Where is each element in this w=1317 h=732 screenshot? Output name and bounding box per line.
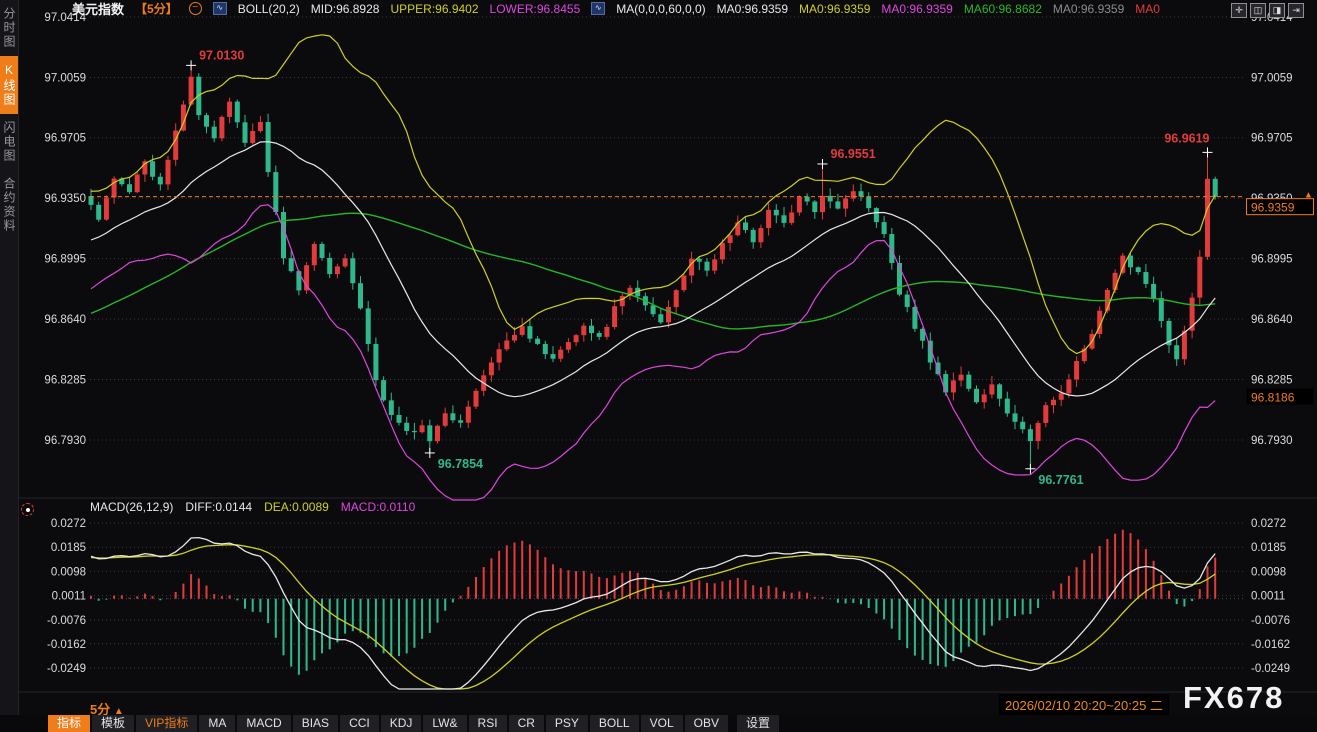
current-price-label: 96.9359 bbox=[1251, 201, 1295, 215]
price-annotation: 96.9551 bbox=[831, 147, 876, 161]
macd-legend-item: MACD(26,12,9) bbox=[90, 500, 174, 514]
price-tick-right: 97.0059 bbox=[1251, 72, 1293, 84]
exit-window-icon[interactable]: ⇥ bbox=[1288, 3, 1304, 18]
price-tick-left: 96.8995 bbox=[44, 254, 86, 266]
tab-KDJ[interactable]: KDJ bbox=[380, 715, 422, 732]
tab-CCI[interactable]: CCI bbox=[340, 715, 379, 732]
price-annotation: 96.7854 bbox=[438, 457, 483, 471]
macd-tick-left: 0.0185 bbox=[51, 542, 86, 554]
pan-icon[interactable]: ✛ bbox=[1231, 3, 1247, 18]
macd-tick-left: -0.0249 bbox=[47, 663, 86, 675]
macd-legend-item: DIFF:0.0144 bbox=[185, 500, 253, 514]
interval-indicator[interactable]: 5分 ▲ bbox=[90, 699, 124, 718]
datetime-label: 2026/02/10 20:20~20:25 二 bbox=[999, 694, 1169, 715]
legend-item: MA0:96.9359 bbox=[716, 1, 789, 16]
window-controls: ✛ ◫ ◨ ⇥ bbox=[1231, 3, 1304, 18]
sidebar: 分时图 K线图闪电图合约资料 bbox=[0, 0, 19, 732]
price-tick-right: 96.8640 bbox=[1251, 314, 1293, 326]
price-annotation: 97.0130 bbox=[199, 48, 244, 62]
sidebar-item-4[interactable]: 合约资料 bbox=[2, 177, 16, 233]
interval-arrow-icon: ▲ bbox=[113, 706, 124, 717]
price-annotation: 96.9619 bbox=[1164, 131, 1209, 145]
legend-item: MA(0,0,0,60,0,0) bbox=[616, 1, 706, 16]
price-tick-right: 96.8995 bbox=[1251, 254, 1293, 266]
price-tick-left: 96.8285 bbox=[44, 375, 86, 387]
tab-设置[interactable]: 设置 bbox=[736, 715, 779, 732]
popout-window-icon[interactable]: ◨ bbox=[1269, 3, 1285, 18]
legend-item: LOWER:96.8455 bbox=[489, 1, 581, 16]
symbol-title: 美元指数 bbox=[72, 2, 125, 17]
price-tick-left: 96.8640 bbox=[44, 314, 86, 326]
tab-MACD[interactable]: MACD bbox=[237, 715, 291, 732]
ma-chart-icon: ∿ bbox=[591, 2, 606, 15]
macd-tick-left: -0.0076 bbox=[47, 615, 86, 627]
tab-PSY[interactable]: PSY bbox=[545, 715, 588, 732]
price-tick-right: 96.7930 bbox=[1251, 435, 1293, 447]
tab-VOL[interactable]: VOL bbox=[640, 715, 683, 732]
price-tick-left: 96.9705 bbox=[44, 133, 86, 145]
sidebar-item-1[interactable]: 分时图 bbox=[2, 7, 16, 49]
macd-tick-right: 0.0011 bbox=[1251, 591, 1285, 603]
macd-tick-right: 0.0098 bbox=[1251, 566, 1286, 578]
sidebar-item-3[interactable]: 闪电图 bbox=[2, 121, 16, 163]
macd-tick-left: 0.0098 bbox=[51, 566, 86, 578]
split-window-icon[interactable]: ◫ bbox=[1250, 3, 1266, 18]
interval-tag: 【5分】 bbox=[135, 2, 178, 16]
macd-legend-item: DEA:0.0089 bbox=[264, 500, 329, 514]
indicator-target-icon[interactable] bbox=[21, 503, 34, 516]
tab-MA[interactable]: MA bbox=[199, 715, 236, 732]
tab-VIP指标[interactable]: VIP指标 bbox=[136, 715, 198, 732]
tab-CR[interactable]: CR bbox=[508, 715, 544, 732]
boll-chart-icon: ∿ bbox=[212, 2, 227, 15]
legend-item: MA0:96.9359 bbox=[799, 1, 871, 16]
tab-模板[interactable]: 模板 bbox=[92, 715, 135, 732]
tab-OBV[interactable]: OBV bbox=[684, 715, 728, 732]
price-tick-left: 96.9350 bbox=[44, 193, 86, 205]
macd-tick-right: -0.0076 bbox=[1251, 615, 1290, 627]
tab-指标[interactable]: 指标 bbox=[48, 715, 91, 732]
legend-item: MA0:96.9359 bbox=[1052, 1, 1125, 16]
chart-header: 美元指数 【5分】 − ∿ BOLL(20,2) MID:96.8928 UPPER:… bbox=[72, 1, 1160, 18]
legend-item: MID:96.8928 bbox=[310, 1, 380, 16]
tab-RSI[interactable]: RSI bbox=[468, 715, 507, 732]
macd-tick-left: 0.0272 bbox=[51, 518, 86, 530]
legend-item: UPPER:96.9402 bbox=[390, 1, 479, 16]
legend-item: MA0:96.9359 bbox=[881, 1, 953, 16]
collapse-icon[interactable]: − bbox=[188, 2, 202, 15]
tab-BOLL[interactable]: BOLL bbox=[589, 715, 639, 732]
price-tick-right: 96.8285 bbox=[1251, 375, 1293, 387]
sidebar-item-2[interactable]: K线图 bbox=[0, 56, 18, 114]
macd-tick-left: 0.0011 bbox=[52, 591, 86, 603]
macd-tick-right: -0.0249 bbox=[1251, 663, 1290, 675]
legend-item: BOLL(20,2) bbox=[237, 1, 300, 16]
price-up-arrow-icon: ▲ bbox=[1304, 190, 1313, 200]
ref-price-label: 96.8186 bbox=[1251, 390, 1295, 404]
macd-tick-right: 0.0185 bbox=[1251, 542, 1286, 554]
macd-tick-right: 0.0272 bbox=[1251, 518, 1286, 530]
price-tick-right: 96.9705 bbox=[1251, 133, 1293, 145]
macd-legend-item: MACD:0.0110 bbox=[340, 500, 416, 514]
indicator-tabbar: 指标 模板 VIP指标 MA MACD BIAS CCI KDJ LW& RSI CR PSY BOLL… bbox=[48, 715, 779, 732]
price-tick-left: 96.7930 bbox=[44, 435, 86, 447]
macd-header: MACD(26,12,9) DIFF:0.0144 DEA:0.0089 MACD:0… bbox=[90, 500, 415, 514]
price-tick-left: 97.0414 bbox=[44, 12, 86, 24]
tab-LW&[interactable]: LW& bbox=[423, 715, 467, 732]
macd-tick-right: -0.0162 bbox=[1251, 639, 1290, 651]
legend-item: MA60:96.8682 bbox=[963, 1, 1042, 16]
price-annotation: 96.7761 bbox=[1038, 473, 1083, 487]
interval-label: 5分 bbox=[90, 702, 111, 717]
price-tick-left: 97.0059 bbox=[44, 72, 86, 84]
macd-tick-left: -0.0162 bbox=[47, 639, 86, 651]
legend-item: MA0 bbox=[1135, 1, 1160, 16]
tab-BIAS[interactable]: BIAS bbox=[292, 715, 339, 732]
legend: ∿ BOLL(20,2) MID:96.8928 UPPER:96.9402 LOWER… bbox=[212, 1, 1160, 16]
watermark: FX678 bbox=[1183, 680, 1285, 715]
